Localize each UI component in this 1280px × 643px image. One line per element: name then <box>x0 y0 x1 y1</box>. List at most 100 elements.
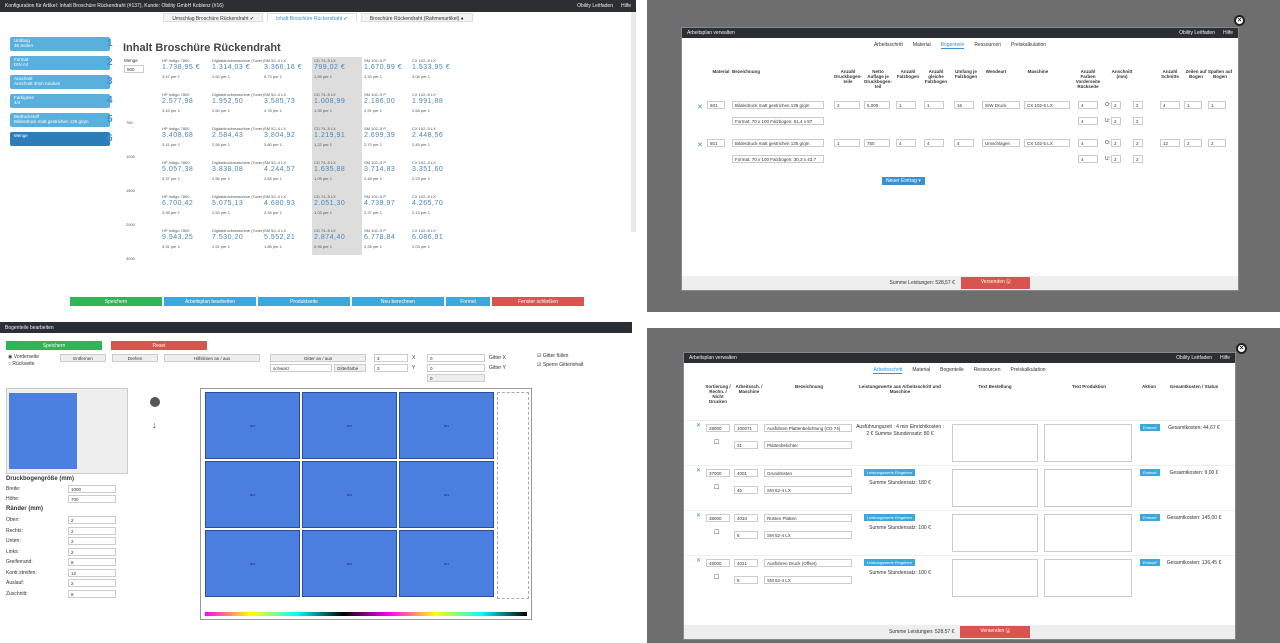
bleed-right-field[interactable]: 2 <box>1133 139 1143 147</box>
height-field[interactable]: 700 <box>68 495 116 503</box>
step-name-field[interactable]: Ausführen Druck (Offset) <box>764 559 852 567</box>
price-value[interactable]: 1.991,88 <box>412 98 444 105</box>
reset-button[interactable]: Reset <box>111 341 207 350</box>
sheet-part[interactable]: 601 <box>399 392 494 459</box>
bleed-bottom-field[interactable]: 2 <box>1111 117 1121 125</box>
price-value[interactable]: 4.244,57 <box>264 166 296 173</box>
guides-toggle-button[interactable]: Hilfslinien an / aus <box>164 354 260 362</box>
send-button[interactable]: Versenden 🖫 <box>960 277 1031 289</box>
step-6[interactable]: Menge <box>10 132 110 146</box>
sort-field[interactable]: 28000 <box>706 424 730 432</box>
order-text-area[interactable] <box>952 424 1038 462</box>
production-text-area[interactable] <box>1044 559 1132 597</box>
leitfaden-link[interactable]: Obility Leitfaden <box>1179 30 1215 36</box>
bleed-top-field[interactable]: 2 <box>1111 101 1121 109</box>
help-link[interactable]: Hilfe <box>1222 30 1233 36</box>
price-value[interactable]: 1.738,95 € <box>162 64 201 71</box>
price-value[interactable]: 3.351,60 <box>412 166 444 173</box>
tab-preiskalkulation[interactable]: Preiskalkulation <box>1010 367 1046 373</box>
margin-field[interactable]: 12 <box>68 568 116 577</box>
fill-grid-check[interactable]: ☑ Gitter füllen <box>537 353 569 359</box>
globe-icon[interactable] <box>150 397 160 407</box>
close-icon[interactable]: × <box>1234 15 1245 26</box>
new-entry-button[interactable]: Neuer Eintrag ▾ <box>882 177 925 185</box>
price-value[interactable]: 9.943,25 <box>162 234 194 241</box>
recalc-button[interactable]: Neu berechnen <box>352 297 444 306</box>
leitfaden-link[interactable]: Obility Leitfaden <box>577 3 613 9</box>
help-link[interactable]: Hilfe <box>1219 355 1230 361</box>
arrow-down-icon[interactable]: ↓ <box>152 420 157 430</box>
material-id-field[interactable]: 601 <box>707 139 725 147</box>
leitfaden-link[interactable]: Obility Leitfaden <box>1176 355 1212 361</box>
remove-step-icon[interactable]: ✕ <box>696 513 702 519</box>
step-3[interactable]: Anschnitt Anschnitt 3mm rundum <box>10 75 110 89</box>
enter-values-button[interactable]: Leistungswerte Eingeben <box>864 559 915 566</box>
rows-field[interactable]: 1 <box>1184 101 1202 109</box>
price-value[interactable]: 3.714,83 <box>364 166 396 173</box>
remove-step-icon[interactable]: ✕ <box>696 558 702 564</box>
lock-grid-check[interactable]: ☑ Sperre Gitterinhalt <box>537 362 584 368</box>
price-value[interactable]: 2.051,30 <box>314 200 346 207</box>
edit-plan-button[interactable]: Arbeitsplan bearbeiten <box>164 297 256 306</box>
sheet-canvas[interactable]: 601 601 601 601 601 601 601 601 601 <box>200 388 532 620</box>
cuts-field[interactable]: 4 <box>1160 101 1180 109</box>
tab-inhalt[interactable]: Inhalt Broschüre Rückendraht ✔ <box>267 13 357 22</box>
step-number-field[interactable]: 100071 <box>734 424 758 432</box>
skip-print-checkbox[interactable]: ☐ <box>714 530 720 536</box>
price-value[interactable]: 6.086,91 <box>412 234 444 241</box>
bleed-left-field[interactable]: 2 <box>1133 117 1143 125</box>
remove-row-icon[interactable]: ✕ <box>697 142 703 149</box>
draft-button[interactable]: Entwurf <box>1140 469 1160 476</box>
turn-type-select[interactable]: S/W Druck <box>982 101 1020 109</box>
remove-step-icon[interactable]: ✕ <box>696 468 702 474</box>
save-button[interactable]: Speichern <box>70 297 162 306</box>
product-page-button[interactable]: Produktseite <box>258 297 350 306</box>
scrollbar[interactable] <box>631 12 636 232</box>
turn-type-select[interactable]: Umschlagen <box>982 139 1020 147</box>
colors-front-field[interactable]: 4 <box>1078 101 1098 109</box>
close-window-button[interactable]: Fenster schließen <box>492 297 584 306</box>
gitter-y-field[interactable]: 0 <box>427 364 485 372</box>
margin-field[interactable]: 8 <box>68 589 116 598</box>
margin-field[interactable]: 2 <box>68 547 116 556</box>
formula-button[interactable]: Formel <box>446 297 490 306</box>
machine-name-field[interactable]: SM 52-4 LX <box>764 576 852 584</box>
tab-arbeitsschritt[interactable]: Arbeitsschritt <box>873 42 903 48</box>
tab-rahmen[interactable]: Broschüre Rückendraht (Rahmenartikel) ● <box>360 13 473 22</box>
colors-back-field[interactable]: 4 <box>1078 117 1098 125</box>
sheet-parts-field[interactable]: 2 <box>834 101 860 109</box>
margin-field[interactable]: 8 <box>68 558 116 566</box>
skip-print-checkbox[interactable]: ☐ <box>714 575 720 581</box>
columns-field[interactable]: 1 <box>1208 101 1226 109</box>
price-value[interactable]: 3.366,16 € <box>264 64 303 71</box>
step-5[interactable]: Bedruckstoff Bilderdruck matt gestrichen … <box>10 113 110 127</box>
price-value[interactable]: 6.778,84 <box>364 234 396 241</box>
format-field[interactable]: Format: 70 x 100 Falzbogen: 61,4 x 87 <box>732 117 824 125</box>
width-field[interactable]: 1000 <box>68 485 116 493</box>
sheet-part[interactable]: 601 <box>302 530 397 597</box>
price-value[interactable]: 2.874,40 <box>314 234 346 241</box>
skip-print-checkbox[interactable]: ☐ <box>714 440 720 446</box>
price-value[interactable]: 4.265,70 <box>412 200 444 207</box>
fold-sheets-field[interactable]: 4 <box>896 139 916 147</box>
remove-row-icon[interactable]: ✕ <box>697 104 703 111</box>
tab-ressourcen[interactable]: Ressourcen <box>974 42 1001 48</box>
net-run-field[interactable]: 5.000 <box>864 101 890 109</box>
price-value[interactable]: 4.680,93 <box>264 200 296 207</box>
bleed-top-field[interactable]: 2 <box>1111 139 1121 147</box>
step-name-field[interactable]: Ausführen Plattenbelichtung (CD 74) <box>764 424 852 432</box>
price-value[interactable]: 3.408,68 <box>162 132 194 139</box>
skip-print-checkbox[interactable]: ☐ <box>714 485 720 491</box>
step-number-field[interactable]: 4021 <box>734 559 758 567</box>
sheet-part[interactable]: 601 <box>205 392 300 459</box>
grid-color-select[interactable]: schwarz <box>270 364 332 372</box>
colors-front-field[interactable]: 4 <box>1078 139 1098 147</box>
machine-number-field[interactable]: 8 <box>734 576 758 584</box>
price-value[interactable]: 2.577,98 <box>162 98 194 105</box>
step-2[interactable]: Format DIN A4 <box>10 56 110 70</box>
price-value[interactable]: 1.008,99 <box>314 98 346 105</box>
sheet-part[interactable]: 601 <box>302 461 397 528</box>
sort-field[interactable]: 38000 <box>706 514 730 522</box>
price-value[interactable]: 2.584,43 <box>212 132 244 139</box>
close-icon[interactable]: × <box>1236 343 1247 354</box>
